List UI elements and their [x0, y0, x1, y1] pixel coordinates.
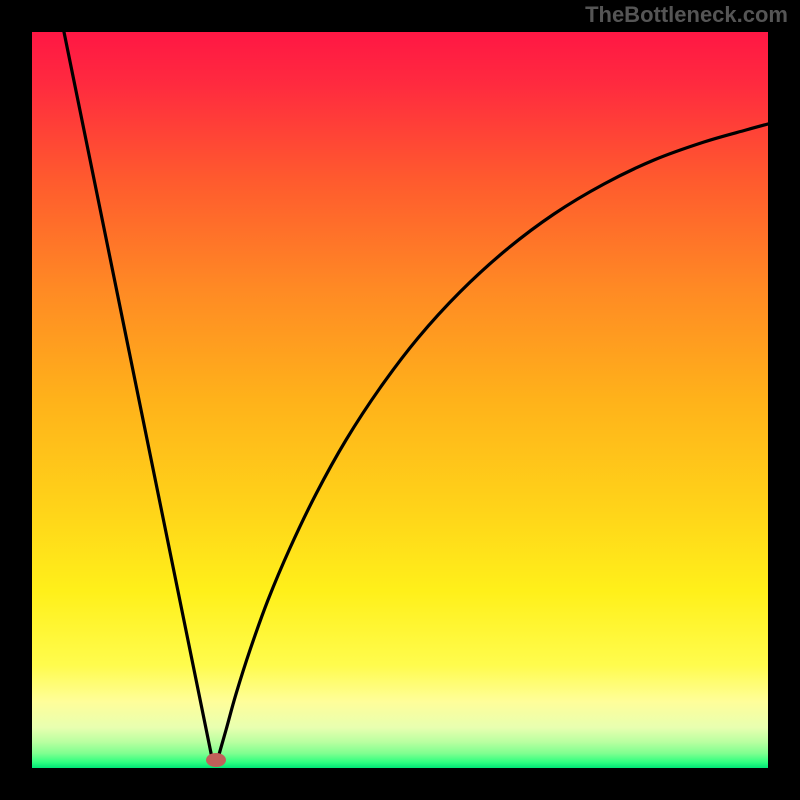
chart-stage: TheBottleneck.com [0, 0, 800, 800]
bottleneck-marker [206, 753, 226, 767]
watermark-text: TheBottleneck.com [585, 2, 788, 28]
bottleneck-chart-svg [0, 0, 800, 800]
plot-area [32, 32, 768, 768]
